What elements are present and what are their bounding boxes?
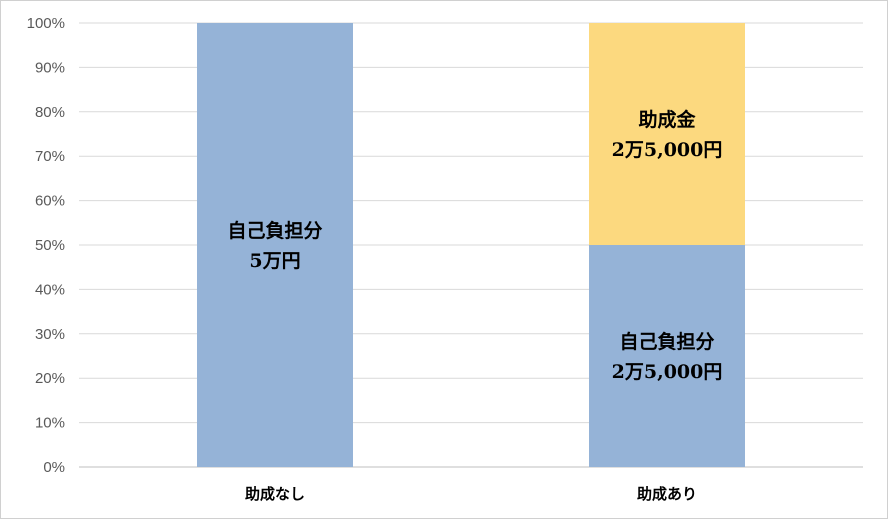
data-label: 自己負担分 (619, 330, 714, 353)
data-label: 助成金 (638, 108, 696, 131)
bar-segment (589, 23, 745, 245)
bar-segment (197, 23, 353, 467)
data-label: 自己負担分 (227, 219, 322, 242)
y-tick-label: 30% (35, 326, 65, 343)
y-tick-label: 20% (35, 370, 65, 387)
x-tick-label: 助成なし (245, 485, 305, 503)
y-tick-label: 50% (35, 237, 65, 254)
y-tick-label: 80% (35, 104, 65, 121)
x-axis-categories: 助成なし 助成あり (245, 485, 697, 503)
y-tick-label: 70% (35, 148, 65, 165)
y-tick-label: 10% (35, 415, 65, 432)
y-tick-label: 100% (27, 15, 65, 32)
data-label: 2万5,000円 (612, 139, 723, 161)
x-tick-label: 助成あり (637, 485, 697, 503)
y-tick-label: 90% (35, 59, 65, 76)
y-axis-ticks: 0% 10% 20% 30% 40% 50% 60% 70% 80% 90% 100% (27, 15, 65, 476)
y-tick-label: 40% (35, 281, 65, 298)
y-tick-label: 60% (35, 193, 65, 210)
data-label: 5万円 (249, 250, 300, 272)
bar-segment (589, 245, 745, 467)
data-label: 2万5,000円 (612, 361, 723, 383)
y-tick-label: 0% (43, 459, 65, 476)
bar-segments (197, 23, 745, 467)
gridlines (79, 22, 863, 468)
